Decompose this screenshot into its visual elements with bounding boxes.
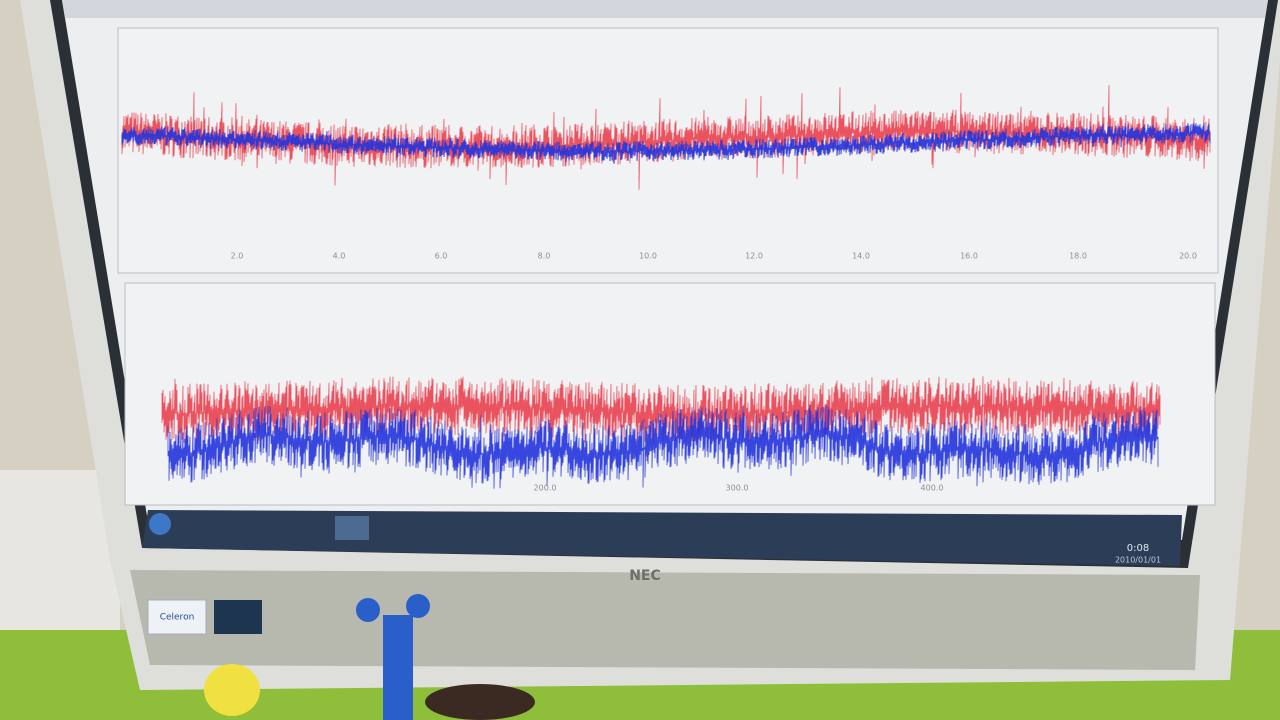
x-tick-label: 4.0	[333, 252, 346, 261]
monitor-chin	[130, 570, 1200, 670]
x-tick-label: 2.0	[231, 252, 244, 261]
x-tick-label: 200.0	[534, 484, 557, 493]
toolbar	[62, 0, 1268, 18]
x-tick-label: 6.0	[435, 252, 448, 261]
x-tick-label: 12.0	[745, 252, 763, 261]
x-tick-label: 8.0	[538, 252, 551, 261]
date: 2010/01/01	[1115, 556, 1161, 565]
x-tick-label: 300.0	[726, 484, 749, 493]
blue-figure	[383, 615, 413, 720]
x-tick-label: 14.0	[852, 252, 870, 261]
start-button[interactable]	[149, 513, 171, 535]
cpu-sticker	[147, 599, 207, 635]
x-tick-label: 16.0	[960, 252, 978, 261]
taskbar	[142, 510, 1182, 566]
x-tick-label: 400.0	[921, 484, 944, 493]
sticker-text: Celeron	[160, 613, 195, 623]
waveform	[167, 404, 1159, 489]
blue-figure-ear	[356, 598, 380, 622]
x-tick-label: 20.0	[1179, 252, 1197, 261]
yellow-figure	[204, 664, 260, 716]
clock: 0:08	[1127, 543, 1149, 554]
task-button[interactable]	[335, 516, 369, 540]
brown-object	[425, 684, 535, 720]
x-tick-label: 18.0	[1069, 252, 1087, 261]
os-sticker	[214, 600, 262, 634]
x-tick-label: 10.0	[639, 252, 657, 261]
waveform	[121, 123, 1211, 164]
waveform	[161, 376, 1161, 444]
blue-figure-ear	[406, 594, 430, 618]
brand-logo: NEC	[629, 568, 661, 584]
